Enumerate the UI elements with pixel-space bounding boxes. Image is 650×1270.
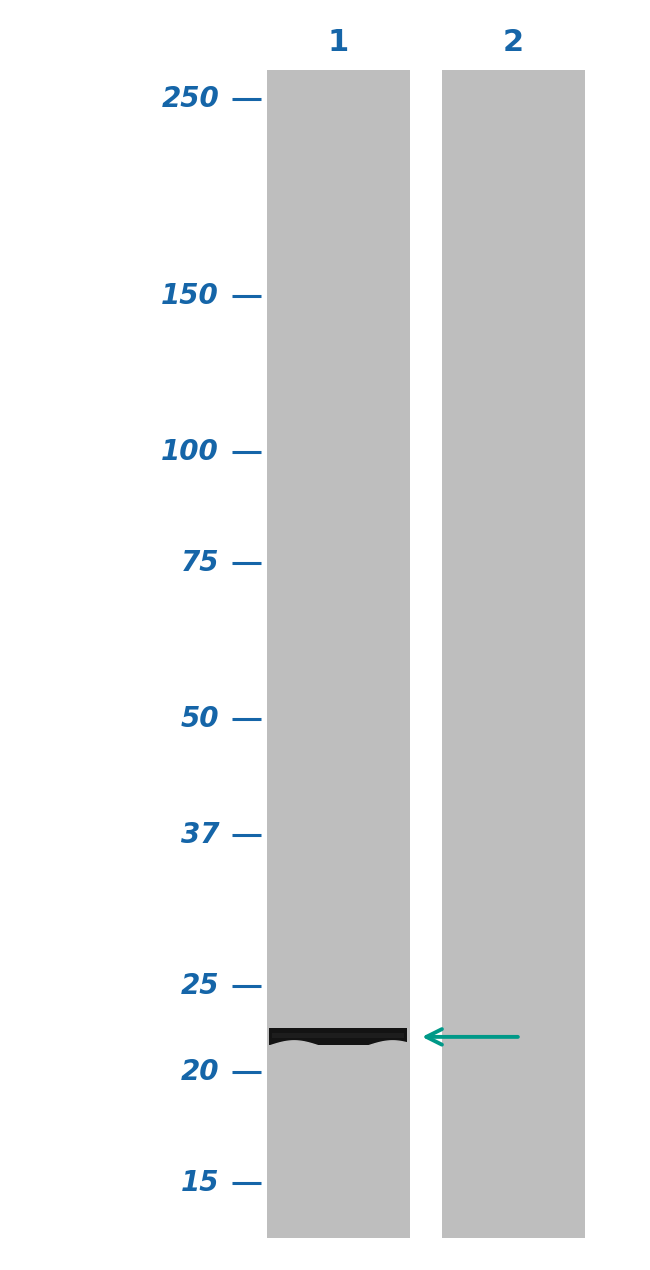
Text: 250: 250 xyxy=(161,85,219,113)
Text: 1: 1 xyxy=(328,28,348,57)
Text: 25: 25 xyxy=(181,973,219,1001)
Text: 75: 75 xyxy=(181,549,219,578)
Text: 150: 150 xyxy=(161,282,219,310)
Bar xyxy=(442,70,585,1238)
Text: 15: 15 xyxy=(181,1170,219,1198)
Bar xyxy=(269,1027,407,1045)
Text: 20: 20 xyxy=(181,1058,219,1086)
Text: 100: 100 xyxy=(161,438,219,466)
Text: 2: 2 xyxy=(503,28,524,57)
Text: 37: 37 xyxy=(181,822,219,850)
Bar xyxy=(272,1034,404,1039)
Bar xyxy=(266,70,410,1238)
Text: 50: 50 xyxy=(181,705,219,733)
